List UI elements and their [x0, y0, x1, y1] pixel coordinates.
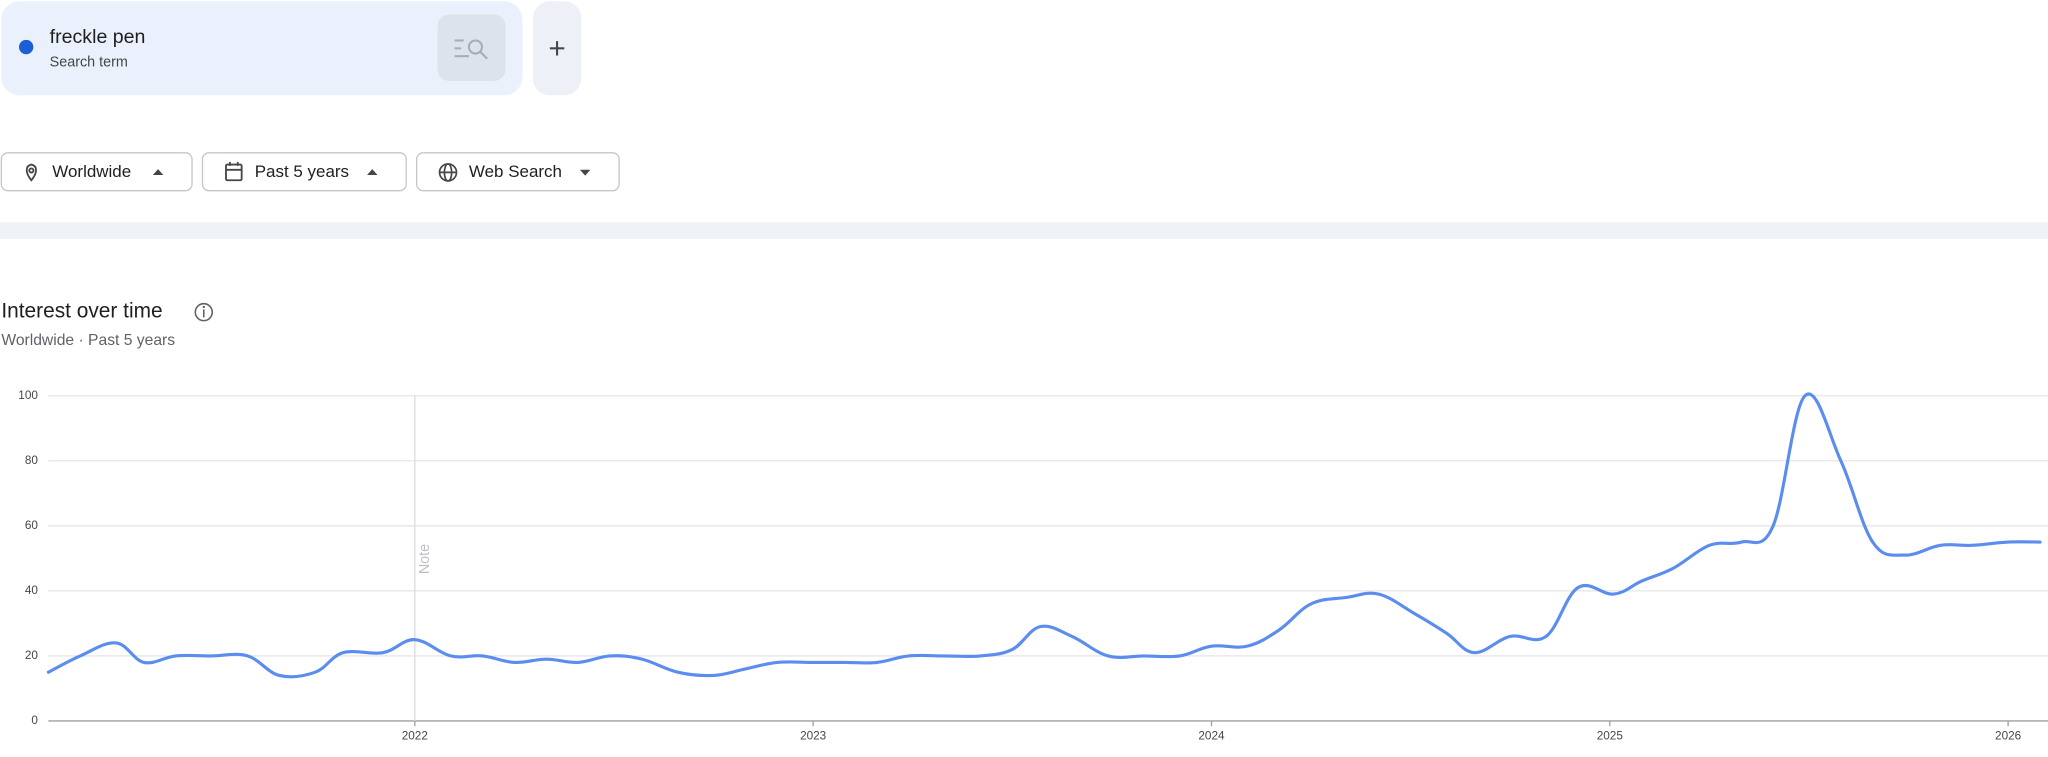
calendar-icon — [225, 161, 243, 182]
y-tick-label: 20 — [25, 649, 39, 662]
section-title: Interest over time — [1, 300, 162, 323]
property-filter[interactable] — [416, 152, 620, 192]
compare-button[interactable] — [437, 14, 506, 81]
chart: 0 20 40 60 80 100 2022 2023 2024 2025 2026 Note — [18, 389, 2048, 743]
info-icon[interactable] — [194, 302, 214, 322]
y-tick-label: 80 — [25, 454, 39, 467]
x-tick-label: 2025 — [1597, 730, 1624, 743]
trend-line — [46, 392, 2042, 679]
series-dot — [18, 39, 34, 55]
y-tick-label: 100 — [18, 389, 38, 402]
x-tick-label: 2024 — [1198, 730, 1225, 743]
property-label[interactable]: Web Search — [469, 162, 562, 181]
section-subtitle: Worldwide · Past 5 years — [1, 332, 175, 349]
search-term[interactable]: freckle pen — [50, 26, 146, 48]
y-tick-label: 40 — [25, 584, 39, 597]
compare-icon — [454, 39, 488, 60]
x-tick-label: 2026 — [1995, 730, 2022, 743]
y-tick-label: 60 — [25, 519, 39, 532]
globe-icon — [438, 163, 458, 182]
divider-band — [0, 222, 2048, 240]
info-icon-dot — [202, 305, 205, 309]
note-label: Note — [417, 544, 433, 574]
time-filter[interactable] — [201, 152, 407, 192]
y-tick-label: 0 — [31, 714, 38, 727]
search-term-type: Search term — [50, 54, 128, 70]
location-filter[interactable] — [0, 152, 193, 192]
location-label[interactable]: Worldwide — [52, 162, 131, 181]
x-tick-label: 2022 — [402, 730, 428, 743]
caret-up — [152, 169, 164, 176]
search-term-card[interactable] — [1, 1, 523, 96]
time-label[interactable]: Past 5 years — [255, 162, 349, 181]
caret-down — [579, 169, 591, 176]
x-tick-label: 2023 — [800, 730, 827, 743]
plus-icon — [549, 41, 565, 56]
caret-up — [367, 169, 378, 176]
pin-icon — [25, 163, 37, 182]
